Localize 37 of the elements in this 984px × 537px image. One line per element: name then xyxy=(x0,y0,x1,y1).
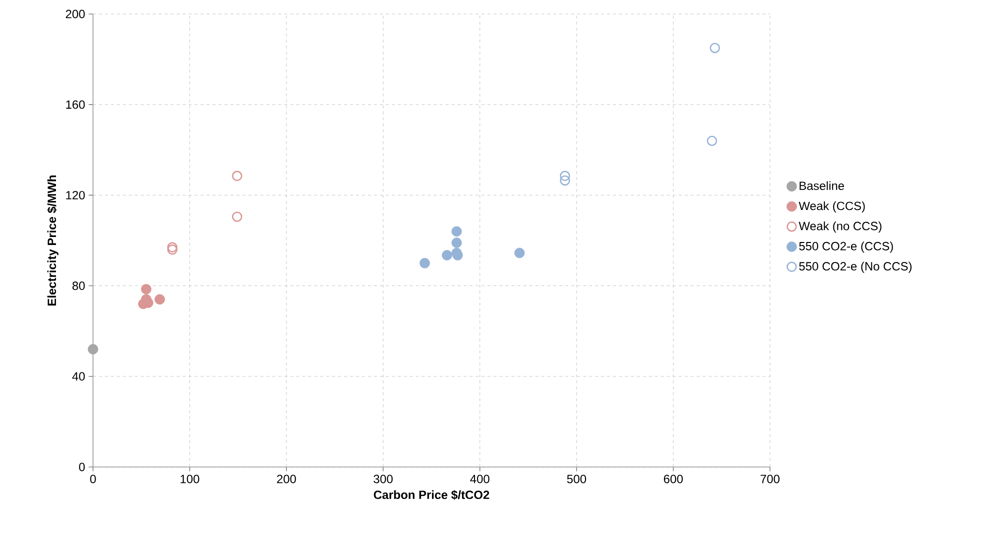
x-tick-label: 600 xyxy=(664,474,683,484)
y-tick-label: 40 xyxy=(72,372,85,381)
x-tick-label: 200 xyxy=(277,474,296,484)
legend-label: Baseline xyxy=(800,181,844,190)
legend-label: 550 CO2-e (CCS) xyxy=(799,242,893,253)
legend-label: 550 CO2-e (No CCS) xyxy=(799,262,912,273)
legend-label: Weak (CCS) xyxy=(798,201,865,212)
x-tick-label: 500 xyxy=(567,474,586,484)
x-tick-label: 0 xyxy=(90,474,96,484)
point xyxy=(232,212,242,222)
x-tick-label: 300 xyxy=(374,474,393,484)
point xyxy=(232,170,242,182)
x-axis-title: Carbon Price $/tCO2 xyxy=(374,490,490,500)
y-tick-label: 200 xyxy=(66,10,85,18)
x-tick-label: 400 xyxy=(470,474,490,484)
y-axis-title: Electricity Price $/MWh xyxy=(47,175,58,306)
y-tick-label: 120 xyxy=(66,190,85,200)
point xyxy=(560,170,570,182)
point xyxy=(154,294,165,305)
x-tick-label: 700 xyxy=(760,474,780,484)
y-tick-label: 160 xyxy=(66,100,85,109)
x-tick-label: 100 xyxy=(180,474,200,484)
point xyxy=(706,136,718,146)
point xyxy=(442,250,452,260)
point xyxy=(88,344,98,354)
point xyxy=(514,248,525,258)
legend-label: Weak (no CCS) xyxy=(798,221,882,233)
point xyxy=(451,238,462,248)
point xyxy=(167,242,178,252)
y-tick-label: 80 xyxy=(72,282,85,290)
point xyxy=(560,175,570,186)
point xyxy=(451,226,462,237)
y-tick-label: 0 xyxy=(79,462,85,472)
point xyxy=(420,258,430,268)
point xyxy=(167,244,178,255)
point xyxy=(141,284,152,294)
point xyxy=(710,42,720,54)
